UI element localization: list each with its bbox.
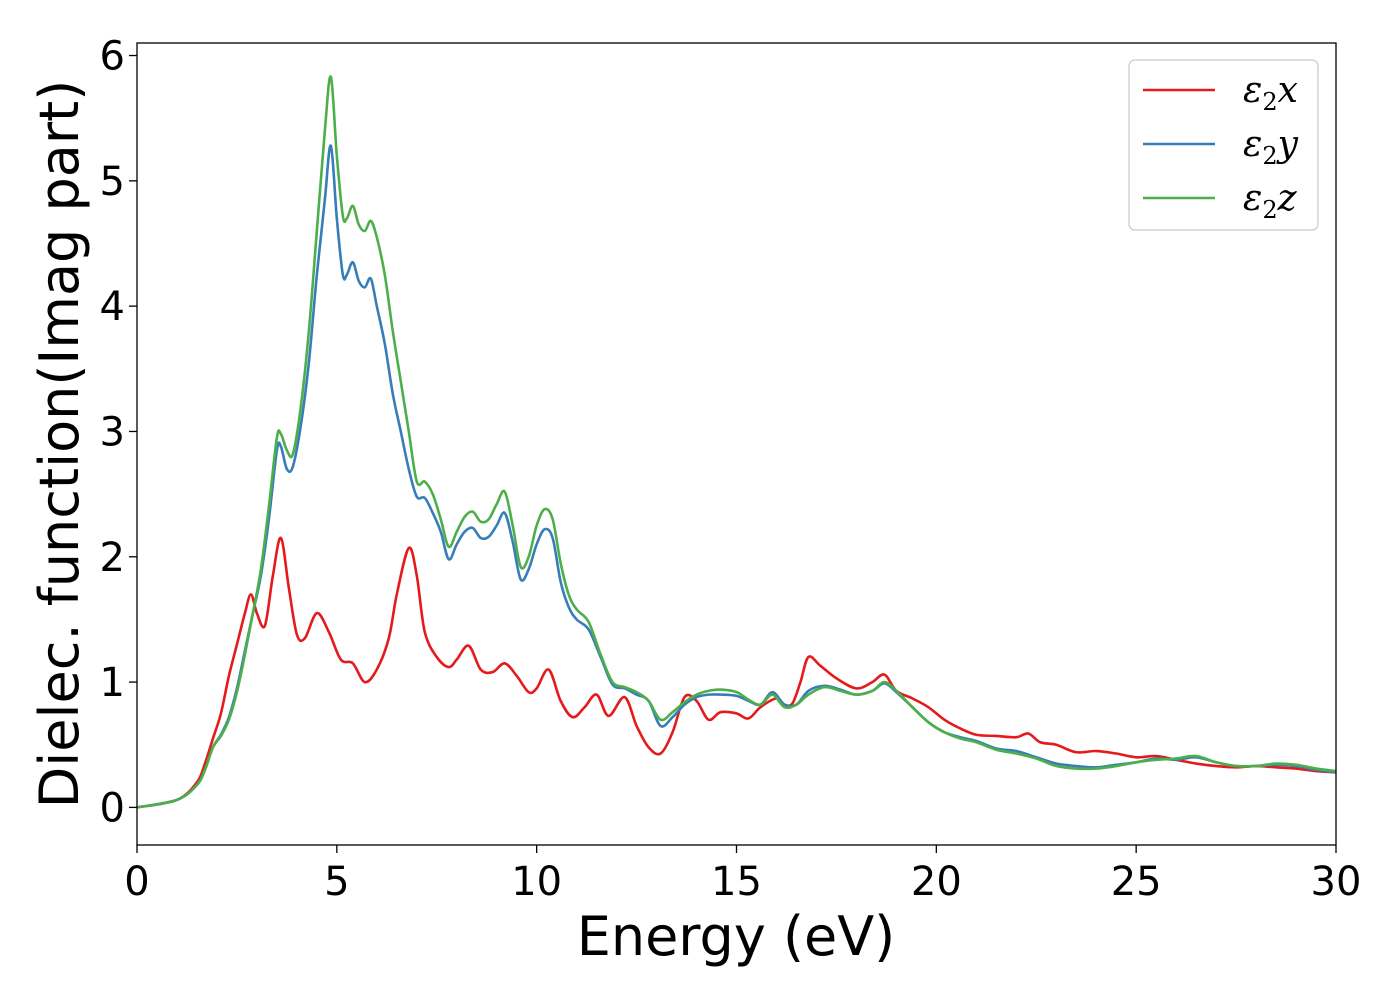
legend-label-x: ε2x <box>1243 70 1298 116</box>
series-line-x <box>137 536 1336 809</box>
y-axis-label: Dielec. function(Imag part) <box>28 80 91 809</box>
x-axis: 0 5 10 15 20 25 30 <box>124 845 1361 905</box>
x-tick-label: 30 <box>1311 859 1362 905</box>
series-layer <box>137 75 1336 809</box>
x-tick-label: 0 <box>124 859 149 905</box>
x-tick-label: 20 <box>911 859 962 905</box>
series-line-z <box>137 75 1336 809</box>
x-axis-label: Energy (eV) <box>577 905 896 968</box>
legend-label-z: ε2z <box>1243 178 1298 224</box>
y-tick-label: 6 <box>100 34 125 80</box>
x-tick-label: 10 <box>511 859 562 905</box>
legend: ε2x ε2y ε2z <box>1128 59 1319 231</box>
legend-box <box>1128 59 1319 231</box>
legend-label-y: ε2y <box>1243 124 1299 170</box>
y-tick-label: 4 <box>100 284 125 330</box>
y-tick-label: 5 <box>100 159 125 205</box>
y-axis: 0 1 2 3 4 5 6 <box>100 34 137 831</box>
x-tick-label: 25 <box>1111 859 1162 905</box>
y-tick-label: 0 <box>100 785 125 831</box>
y-tick-label: 1 <box>100 660 125 706</box>
x-tick-label: 15 <box>711 859 762 905</box>
y-tick-label: 3 <box>100 409 125 455</box>
y-tick-label: 2 <box>100 535 125 581</box>
x-tick-label: 5 <box>324 859 349 905</box>
